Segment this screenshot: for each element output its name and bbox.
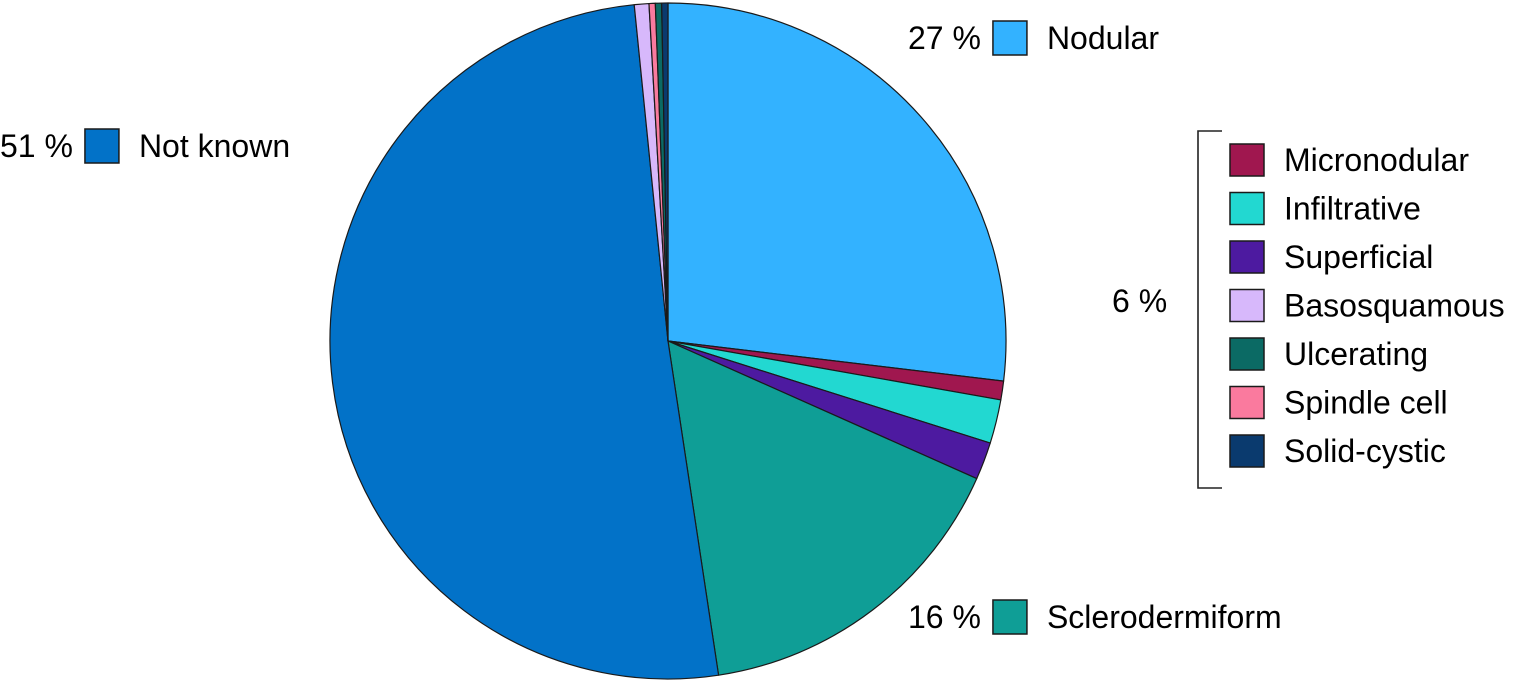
label-nodular-percent: 27 % [908,20,981,56]
pie-slice-solid-cystic [661,2,669,342]
pie-slice-nodular [667,2,1007,382]
legend-swatch-micronodular [1229,143,1265,177]
legend-swatch-basosquamous [1229,288,1265,323]
pie-slice-sclerodermiform [667,340,978,676]
group-bracket [1197,130,1222,489]
legend-swatch-superficial [1229,240,1265,274]
legend-label-ulcerating: Ulcerating [1284,336,1428,372]
legend-label-micronodular: Micronodular [1284,142,1469,178]
label-not-known-name: Not known [139,128,290,164]
label-sclerodermiform-name: Sclerodermiform [1047,599,1282,635]
label-sclerodermiform-percent: 16 % [908,599,981,635]
label-not-known-percent: 51 % [0,128,73,164]
legend-swatch-spindle-cell [1229,385,1265,420]
label-nodular: 27 % Nodular [908,20,1159,56]
legend-swatch-solid-cystic [1229,434,1265,468]
label-sclerodermiform: 16 % Sclerodermiform [908,599,1282,635]
pie-slice-not-known [329,4,720,680]
legend-label-solid-cystic: Solid-cystic [1284,433,1446,469]
label-not-known: 51 % Not known [0,128,290,164]
legend-label-superficial: Superficial [1284,239,1433,275]
slice-labels: 27 % Nodular 16 % Sclerodermiform 51 % Not kn… [0,20,1282,635]
label-nodular-name: Nodular [1047,20,1159,56]
group-legend: Micronodular Infiltrative Superficial Basos… [1112,130,1505,489]
group-percent-label: 6 % [1112,283,1167,319]
legend-label-infiltrative: Infiltrative [1284,191,1421,227]
label-sclerodermiform-swatch [992,599,1028,635]
legend-label-spindle-cell: Spindle cell [1284,385,1448,421]
label-nodular-swatch [992,20,1028,56]
legend-label-basosquamous: Basosquamous [1284,288,1505,324]
legend-swatch-ulcerating [1229,337,1265,371]
legend-swatch-infiltrative [1229,191,1265,226]
pie-slices [329,2,1007,680]
label-not-known-swatch [84,128,120,164]
